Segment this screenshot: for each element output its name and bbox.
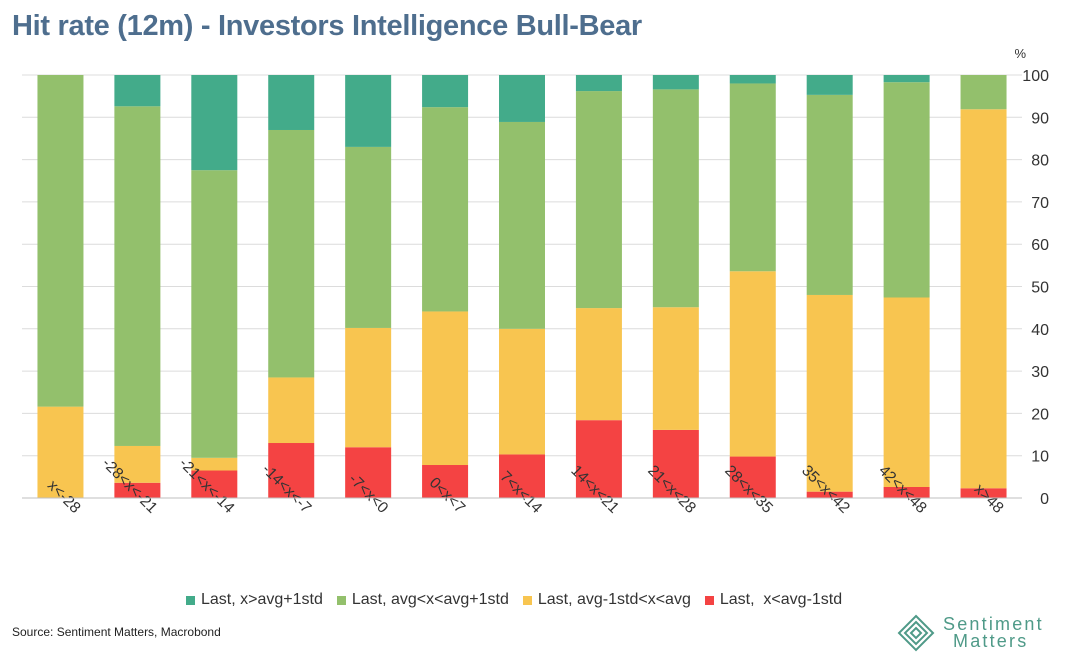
logo-line-2: Matters — [953, 631, 1029, 651]
legend-label-avg-to-1std: Last, avg<x<avg+1std — [351, 591, 509, 608]
y-tick-label-90: 90 — [1031, 110, 1049, 127]
bar-above-1std-7 — [575, 75, 622, 92]
bar-avg-to-1std-0 — [37, 75, 84, 407]
logo-text: Sentiment Matters — [943, 614, 1044, 651]
legend-swatch-minus1std-to-avg — [522, 595, 532, 605]
y-tick-label-10: 10 — [1031, 449, 1049, 466]
bar-avg-to-1std-6 — [499, 121, 545, 329]
bar-below-minus1std-8 — [652, 429, 699, 498]
bar-above-1std-8 — [652, 75, 699, 90]
bar-minus1std-to-avg-0 — [37, 406, 84, 498]
bar-below-minus1std-9 — [729, 456, 776, 498]
bar-above-1std-9 — [729, 75, 776, 84]
bar-minus1std-to-avg-12 — [960, 109, 1007, 489]
bar-below-minus1std-1 — [114, 482, 161, 498]
legend-item-below-minus1std: Last, x<avg-1std — [704, 591, 843, 609]
bar-minus1std-to-avg-4 — [345, 327, 392, 448]
bar-below-minus1std-7 — [575, 420, 622, 498]
y-tick-label-60: 60 — [1031, 237, 1049, 254]
legend: Last, x>avg+1std Last, avg<x<avg+1std La… — [186, 591, 842, 609]
bar-avg-to-1std-9 — [729, 83, 776, 272]
bar-below-minus1std-11 — [883, 487, 930, 498]
y-tick-label-20: 20 — [1031, 406, 1049, 423]
bar-above-1std-10 — [806, 75, 853, 95]
bar-avg-to-1std-5 — [422, 107, 469, 312]
bar-avg-to-1std-2 — [191, 170, 238, 458]
legend-label-above-1std: Last, x>avg+1std — [201, 591, 323, 608]
chart-title: Hit rate (12m) - Investors Intelligence … — [12, 10, 642, 42]
bar-minus1std-to-avg-7 — [575, 308, 622, 421]
bar-avg-to-1std-3 — [268, 129, 315, 378]
bar-below-minus1std-2 — [191, 470, 238, 498]
y-tick-label-70: 70 — [1031, 195, 1049, 212]
bar-minus1std-to-avg-11 — [883, 297, 930, 488]
legend-swatch-avg-to-1std — [336, 595, 346, 605]
diamond-logo-icon — [897, 614, 935, 652]
y-tick-label-30: 30 — [1031, 364, 1049, 381]
logo-line-1: Sentiment — [943, 614, 1044, 634]
bar-avg-to-1std-8 — [652, 89, 699, 308]
bar-minus1std-to-avg-3 — [268, 377, 315, 444]
bar-above-1std-3 — [268, 75, 315, 130]
bar-above-1std-4 — [345, 75, 392, 147]
legend-item-above-1std: Last, x>avg+1std — [186, 591, 323, 609]
legend-label-below-minus1std: Last, x<avg-1std — [719, 591, 843, 608]
bar-avg-to-1std-7 — [575, 91, 622, 309]
bar-above-1std-2 — [191, 75, 238, 171]
bar-avg-to-1std-10 — [806, 94, 853, 295]
bar-below-minus1std-5 — [422, 465, 469, 498]
bar-below-minus1std-10 — [806, 491, 853, 498]
bar-minus1std-to-avg-10 — [806, 294, 853, 492]
bar-minus1std-to-avg-5 — [422, 311, 469, 466]
legend-item-avg-to-1std: Last, avg<x<avg+1std — [336, 591, 509, 609]
bar-below-minus1std-3 — [268, 443, 315, 498]
bar-minus1std-to-avg-2 — [191, 457, 238, 471]
y-tick-label-40: 40 — [1031, 322, 1049, 339]
y-tick-label-100: 100 — [1022, 68, 1049, 85]
y-tick-label-50: 50 — [1031, 280, 1049, 297]
bar-avg-to-1std-12 — [960, 75, 1007, 110]
legend-item-minus1std-to-avg: Last, avg-1std<x<avg — [522, 591, 691, 609]
bar-avg-to-1std-4 — [345, 146, 392, 328]
y-tick-label-80: 80 — [1031, 153, 1049, 170]
bar-below-minus1std-6 — [499, 454, 545, 498]
legend-swatch-above-1std — [186, 595, 195, 605]
y-tick-label-0: 0 — [1040, 491, 1049, 508]
bar-avg-to-1std-1 — [114, 106, 161, 446]
bar-minus1std-to-avg-1 — [114, 445, 161, 483]
bar-above-1std-1 — [114, 75, 161, 107]
bar-above-1std-6 — [499, 75, 545, 122]
bar-above-1std-11 — [883, 75, 930, 83]
bar-below-minus1std-12 — [960, 488, 1007, 498]
bar-above-1std-5 — [422, 75, 469, 108]
legend-label-minus1std-to-avg: Last, avg-1std<x<avg — [537, 591, 691, 608]
y-unit-label: % — [1014, 46, 1026, 61]
bar-minus1std-to-avg-9 — [729, 271, 776, 457]
source-note: Source: Sentiment Matters, Macrobond — [12, 625, 221, 639]
sentiment-matters-logo: Sentiment Matters — [897, 614, 1044, 652]
bar-avg-to-1std-11 — [883, 82, 930, 298]
legend-swatch-below-minus1std — [704, 595, 714, 605]
bar-below-minus1std-4 — [345, 447, 392, 498]
bar-minus1std-to-avg-6 — [499, 328, 545, 455]
bar-minus1std-to-avg-8 — [652, 307, 699, 430]
